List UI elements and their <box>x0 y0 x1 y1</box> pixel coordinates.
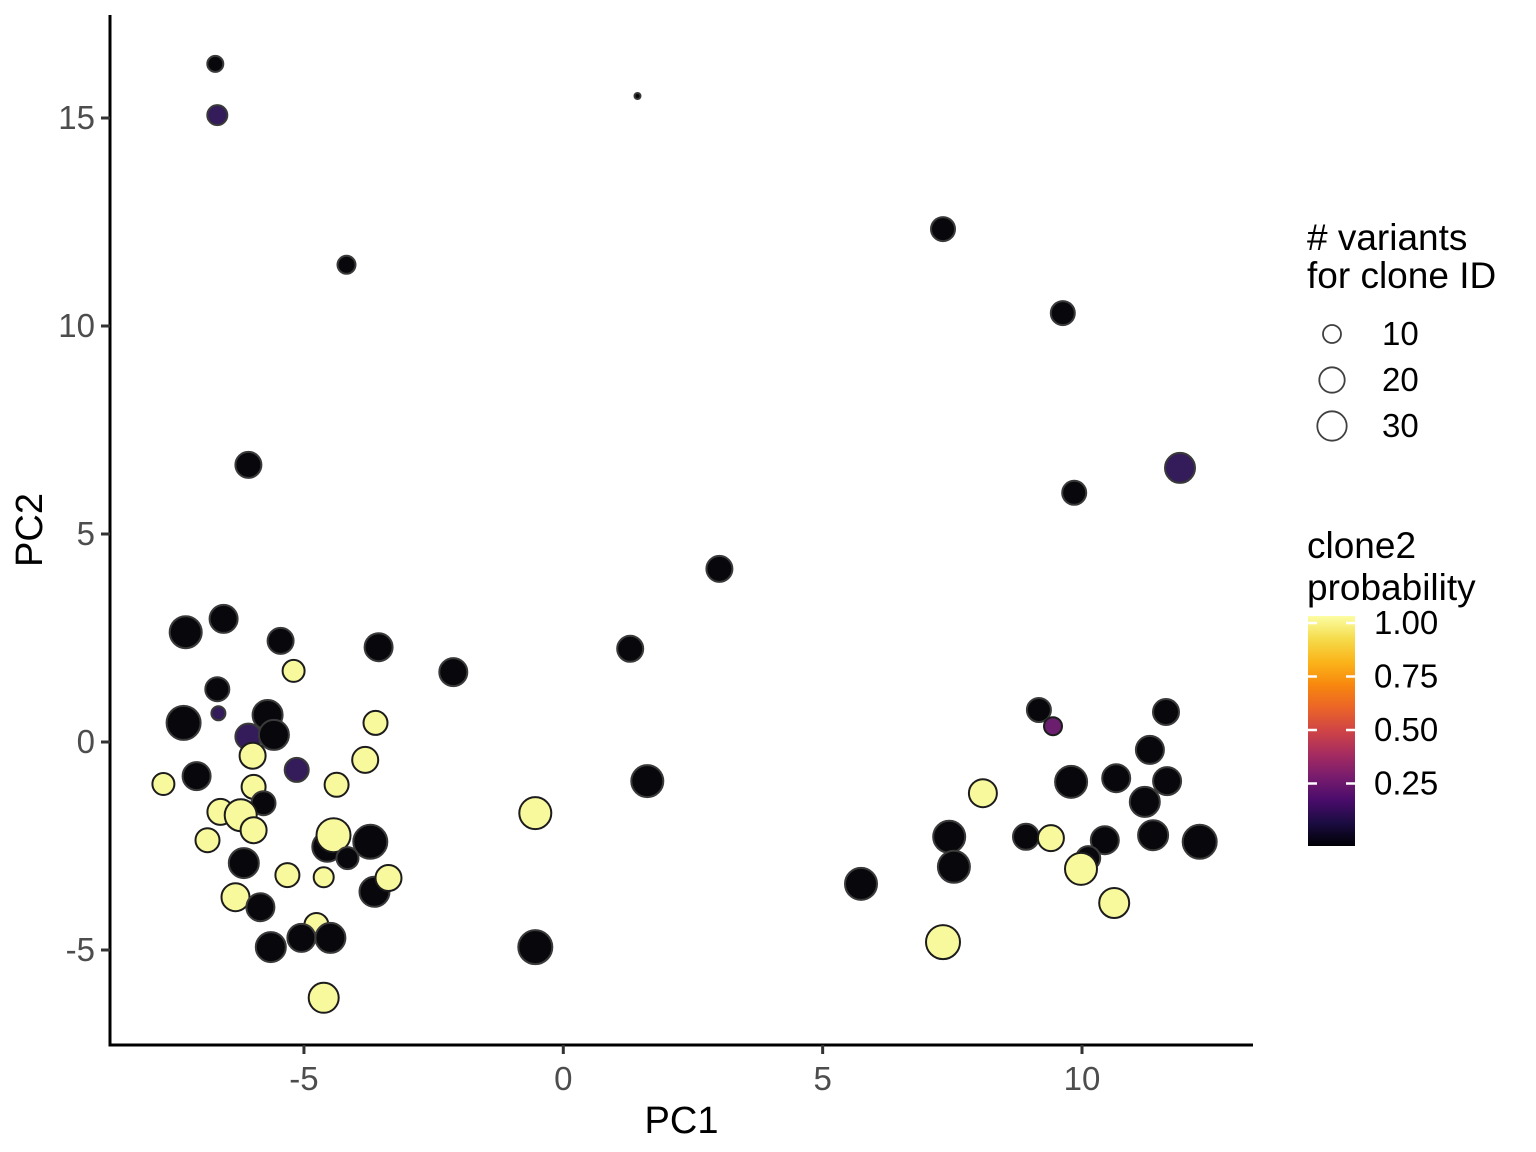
data-point <box>323 771 350 798</box>
data-point <box>315 817 352 854</box>
data-point <box>206 104 229 127</box>
data-point <box>1128 785 1161 818</box>
data-point <box>238 741 267 770</box>
data-point <box>245 892 276 923</box>
data-point <box>374 864 403 892</box>
data-point <box>925 924 961 961</box>
data-point <box>633 92 642 100</box>
size-legend-title: for clone ID <box>1307 255 1496 296</box>
data-point <box>204 676 231 703</box>
data-point <box>257 718 290 751</box>
data-point <box>1089 825 1120 856</box>
data-point <box>630 764 665 799</box>
data-point <box>438 657 469 688</box>
data-point <box>281 658 306 683</box>
data-point <box>518 796 553 831</box>
size-legend-label: 10 <box>1382 315 1419 352</box>
data-point <box>1061 479 1088 506</box>
y-tick-label: 5 <box>77 515 95 552</box>
data-point <box>1025 697 1052 723</box>
data-point <box>194 827 221 854</box>
x-axis-label: PC1 <box>645 1100 719 1142</box>
colorbar-tick-label: 0.75 <box>1374 658 1438 695</box>
data-point <box>254 931 287 964</box>
size-legend-label: 30 <box>1382 407 1419 444</box>
data-point <box>168 615 203 650</box>
data-point <box>352 823 389 860</box>
data-point <box>227 847 260 880</box>
data-point <box>210 705 227 722</box>
data-point <box>151 772 176 796</box>
data-point <box>936 849 971 884</box>
data-point <box>363 632 394 663</box>
colorbar-tick-label: 0.50 <box>1374 711 1438 748</box>
data-point <box>705 554 734 583</box>
size-legend-circle <box>1322 324 1342 344</box>
data-point <box>1101 763 1132 794</box>
data-point <box>336 254 357 275</box>
data-point <box>314 921 347 954</box>
data-point <box>517 929 554 966</box>
data-points <box>151 54 1218 1014</box>
data-point <box>220 882 251 913</box>
data-point <box>362 709 389 736</box>
data-point <box>932 819 967 854</box>
data-point <box>234 450 263 479</box>
data-point <box>335 846 360 871</box>
data-point <box>1181 823 1218 860</box>
data-point <box>1098 887 1131 919</box>
data-point <box>844 866 878 901</box>
color-legend-title: probability <box>1307 567 1476 608</box>
data-point <box>1134 734 1165 765</box>
data-point <box>206 54 225 73</box>
y-tick-label: -5 <box>66 931 95 968</box>
size-legend-label: 20 <box>1382 361 1419 398</box>
data-point <box>312 866 335 889</box>
data-point <box>1049 300 1076 327</box>
data-point <box>1054 764 1089 799</box>
x-tick-label: 0 <box>554 1060 572 1097</box>
colorbar-tick-label: 1.00 <box>1374 604 1438 641</box>
x-tick-label: -5 <box>289 1060 318 1097</box>
data-point <box>616 634 645 663</box>
data-point <box>266 626 295 655</box>
data-point <box>1152 698 1180 726</box>
data-point <box>283 756 310 783</box>
data-point <box>351 745 380 774</box>
size-legend-circle <box>1318 366 1346 394</box>
x-tick-label: 5 <box>813 1060 831 1097</box>
data-point <box>1043 716 1063 737</box>
data-point <box>1064 851 1098 886</box>
y-tick-label: 15 <box>58 99 95 136</box>
data-point <box>967 778 998 809</box>
x-tick-label: 10 <box>1064 1060 1101 1097</box>
data-point <box>274 862 301 889</box>
data-point <box>181 761 212 792</box>
data-point <box>286 922 317 953</box>
data-point <box>307 981 340 1014</box>
data-point <box>930 216 956 243</box>
colorbar-tick-label: 0.25 <box>1374 765 1438 802</box>
size-legend-circle <box>1316 410 1348 442</box>
data-point <box>165 704 202 741</box>
data-point <box>208 603 239 634</box>
axes: 15 10 5 0 -5 -5 0 5 10 <box>58 15 1253 1097</box>
data-point <box>1012 822 1040 851</box>
data-point <box>1036 824 1065 853</box>
data-point <box>1152 766 1183 797</box>
y-tick-label: 0 <box>77 723 95 760</box>
data-point <box>1164 451 1196 484</box>
size-legend-title: # variants <box>1307 217 1467 258</box>
data-point <box>1137 819 1170 852</box>
data-point <box>239 816 268 845</box>
y-axis-label: PC2 <box>9 493 51 567</box>
color-legend-title: clone2 <box>1307 525 1416 566</box>
y-tick-label: 10 <box>58 307 95 344</box>
